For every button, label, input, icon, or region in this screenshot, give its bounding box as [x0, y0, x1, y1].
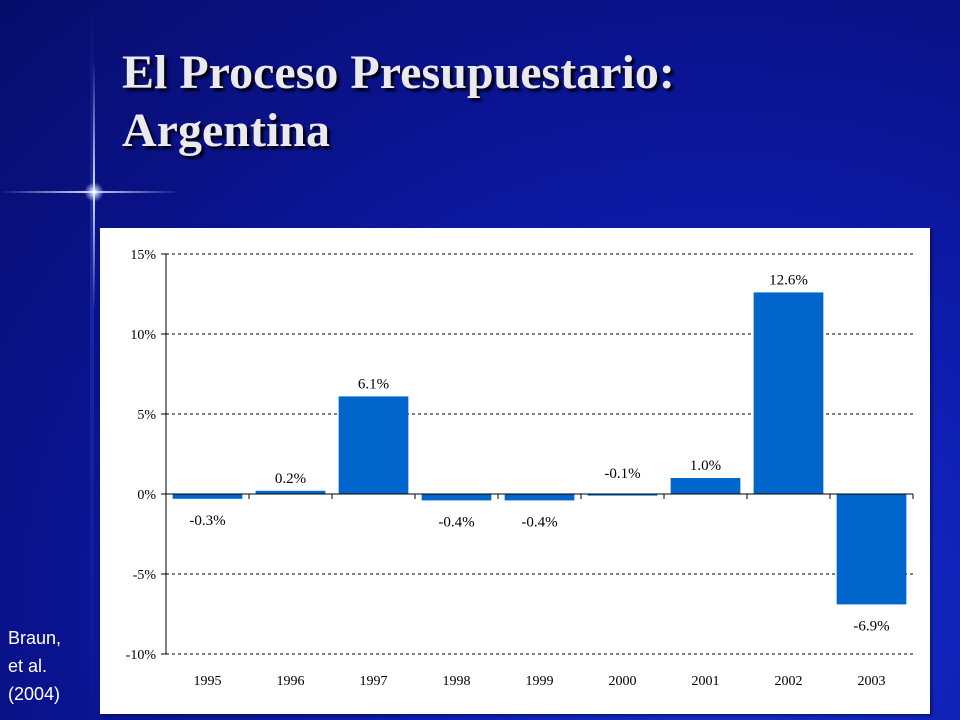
y-tick-label: 15%	[130, 248, 156, 263]
data-label-1998: -0.4%	[438, 514, 474, 530]
slide-title: El Proceso Presupuestario: Argentina	[122, 44, 922, 160]
bar-1997	[338, 396, 409, 494]
bar-chart: 15% 10% 5% 0% -5% -10% -0.3% 1995 0.2% 1996 6.1% 19…	[126, 248, 914, 689]
bar-1995	[172, 494, 243, 499]
bar-2003	[836, 494, 907, 605]
x-tick-label-1998: 1998	[443, 674, 471, 689]
data-label-2003: -6.9%	[853, 618, 889, 634]
x-tick-label-2001: 2001	[692, 674, 720, 689]
source-line-3: (2004)	[8, 684, 61, 704]
flare-star-icon	[84, 182, 104, 202]
y-tick-label: 0%	[137, 488, 156, 503]
data-label-2000: -0.1%	[604, 466, 640, 482]
background-glow	[90, 0, 94, 720]
data-label-1997: 6.1%	[358, 376, 389, 392]
y-tick-label: -10%	[126, 648, 157, 663]
y-tick-label: 5%	[137, 408, 156, 423]
y-tick-label: 10%	[130, 328, 156, 343]
x-tick-label-2002: 2002	[775, 674, 803, 689]
data-label-1996: 0.2%	[275, 471, 306, 487]
x-tick-label-1999: 1999	[526, 674, 554, 689]
bar-2000	[587, 494, 658, 496]
x-tick-label-2000: 2000	[609, 674, 637, 689]
data-label-1999: -0.4%	[521, 514, 557, 530]
data-label-2002: 12.6%	[769, 272, 808, 288]
bar-1998	[421, 494, 492, 501]
bar-2001	[670, 478, 741, 494]
chart-panel: 15% 10% 5% 0% -5% -10% -0.3% 1995 0.2% 1996 6.1% 19…	[100, 228, 930, 714]
bar-1996	[255, 490, 326, 494]
bar-1999	[504, 494, 575, 501]
x-tick-label-2003: 2003	[858, 674, 886, 689]
x-tick-label-1997: 1997	[360, 674, 388, 689]
source-line-2: et al.	[8, 656, 48, 676]
data-label-1995: -0.3%	[189, 513, 225, 529]
source-line-1: Braun,	[8, 628, 62, 648]
slide-title-line-2: Argentina	[122, 104, 330, 157]
x-tick-label-1995: 1995	[194, 674, 222, 689]
slide-title-line-1: El Proceso Presupuestario:	[122, 46, 675, 99]
bar-2002	[753, 292, 824, 494]
source-citation: Braun, et al. (2004)	[8, 624, 88, 708]
y-tick-label: -5%	[133, 568, 157, 583]
x-tick-label-1996: 1996	[277, 674, 305, 689]
data-label-2001: 1.0%	[690, 458, 721, 474]
